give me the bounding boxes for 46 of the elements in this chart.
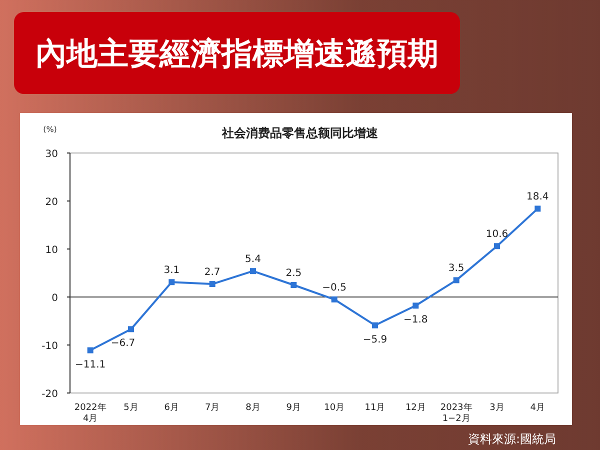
y-tick-label: -10 — [42, 341, 58, 352]
x-tick-label: 12月 — [405, 403, 426, 413]
data-label: −5.9 — [362, 334, 388, 346]
x-tick-label: 6月 — [164, 403, 180, 413]
data-label: −0.5 — [322, 282, 346, 294]
y-tick-label: 20 — [45, 197, 58, 208]
point — [494, 243, 500, 250]
point — [128, 326, 134, 332]
x-tick-label: 8月 — [246, 403, 260, 413]
data-label: −6.7 — [110, 338, 136, 350]
x-tick-label: 7月 — [204, 403, 220, 413]
y-tick-label: -20 — [42, 389, 58, 400]
y-tick-label: 10 — [45, 245, 58, 256]
x-tick-label: 2023年 1−2月 — [440, 402, 472, 424]
point — [453, 277, 460, 284]
chart-subtitle: 社会消费品零售总额同比增速 — [221, 126, 379, 140]
data-label: −11.1 — [75, 359, 106, 370]
x-tick-label: 3月 — [490, 403, 504, 413]
x-tick-label: 9月 — [286, 403, 302, 413]
data-label: 18.4 — [526, 192, 549, 203]
point — [372, 322, 378, 328]
point — [290, 282, 297, 288]
point — [168, 279, 175, 286]
point — [250, 268, 256, 274]
point — [209, 281, 216, 288]
x-tick-label: 10月 — [324, 403, 345, 413]
data-label: 10.6 — [486, 229, 508, 240]
point — [534, 206, 541, 212]
x-tick-label: 4月 — [530, 403, 546, 413]
y-axis-title: (%) — [43, 125, 57, 134]
data-label: 3.5 — [448, 263, 464, 274]
point — [331, 296, 338, 302]
data-label: 5.4 — [245, 254, 261, 266]
source-note: 資料來源:國統局 — [468, 432, 556, 446]
x-tick-label: 5月 — [124, 403, 138, 413]
chart-title: 內地主要經濟指標增速遜預期 — [36, 36, 438, 72]
data-label: 2.5 — [286, 268, 302, 279]
y-tick-label: 30 — [45, 149, 58, 160]
point — [412, 302, 419, 309]
x-tick-label: 11月 — [364, 403, 386, 413]
data-label: 2.7 — [204, 267, 220, 278]
data-label: 3.1 — [164, 265, 180, 276]
x-tick-label: 2022年 4月 — [74, 402, 106, 424]
data-label: −1.8 — [404, 314, 428, 326]
y-tick-label: 0 — [52, 293, 58, 304]
point — [87, 347, 94, 354]
